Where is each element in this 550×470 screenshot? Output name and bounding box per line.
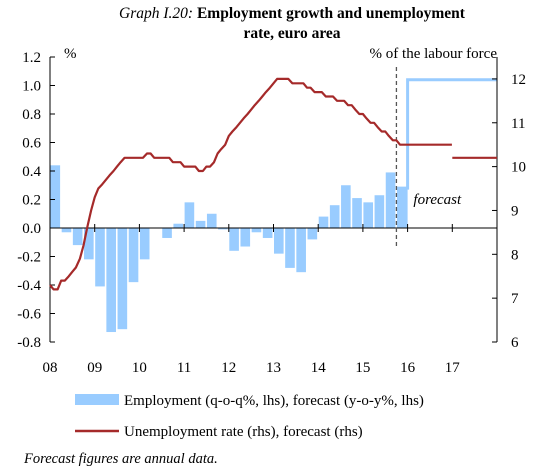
employment-bar [206,213,217,228]
x-tick-label: 08 [43,360,58,376]
left-tick-label: -0.8 [17,335,41,351]
x-tick-label: 14 [311,360,327,376]
employment-bar [285,228,295,268]
left-tick-label: 1.0 [22,79,41,95]
employment-bar [329,205,340,228]
x-tick-label: 10 [132,360,147,376]
legend-swatch-employment [75,394,119,405]
employment-bar [184,202,195,228]
legend: Employment (q-o-q%, lhs), forecast (y-o-… [75,393,424,440]
right-tick-label: 9 [511,203,519,219]
employment-bar [195,220,206,228]
right-tick-label: 8 [511,247,519,263]
x-tick-label: 13 [266,360,281,376]
right-tick-label: 10 [511,160,526,176]
left-axis-unit: % [64,46,77,62]
employment-bar [128,228,139,283]
left-tick-label: 1.2 [22,50,41,66]
employment-bar [139,228,150,260]
employment-bar [173,223,184,228]
employment-bar [218,228,228,230]
legend-label-employment: Employment (q-o-q%, lhs), forecast (y-o-… [124,393,424,409]
employment-bar [262,228,273,238]
x-tick-label: 16 [400,360,416,376]
employment-forecast-bar-2016 [396,188,408,228]
x-tick-label: 15 [355,360,370,376]
footnote: Forecast figures are annual data. [24,451,218,467]
employment-bar [72,228,83,246]
employment-bar [84,228,94,260]
right-tick-label: 11 [511,116,525,132]
right-tick-label: 6 [511,335,519,351]
left-tick-label: 0.8 [22,107,41,123]
employment-bar [229,228,239,251]
right-axis-unit: % of the labour force [370,46,498,62]
employment-forecast-line [396,78,497,190]
employment-bar [352,198,362,228]
employment-bar [296,228,306,273]
employment-bar [307,228,318,240]
employment-bar [341,185,351,228]
chart-title-line2: rate, euro area [243,25,340,42]
plot-area: -0.8 -0.6 -0.4 -0.2 0.0 0.2 0.4 0.6 0.8 1.0 1.2 6 7 8… [17,50,526,376]
employment-bar [95,228,105,287]
right-tick-label: 12 [511,72,526,88]
unemployment-line [49,77,452,291]
employment-bar [251,228,262,233]
employment-bar [374,195,385,228]
left-tick-label: 0.2 [22,193,41,209]
chart-title-prefix: Graph I.20: [119,5,193,22]
employment-bar [318,216,329,228]
right-tick-label: 7 [511,291,519,307]
employment-bar [106,228,116,333]
employment-bar [61,228,72,233]
x-tick-label: 12 [221,360,236,376]
x-tick-label: 17 [445,360,461,376]
left-tick-label: -0.6 [17,307,41,323]
x-tick-label: 11 [177,360,191,376]
svg-text:Graph I.20: Employment g: Graph I.20: Employment growth and unempl… [119,5,466,22]
employment-bar [117,228,128,330]
left-tick-label: -0.4 [17,278,41,294]
employment-bar [240,228,251,247]
employment-bar [50,165,61,228]
chart-title: Graph I.20: Employment growth and unempl… [119,5,466,42]
chart-title-line1: Employment growth and unemployment [197,5,466,22]
left-tick-label: -0.2 [17,250,41,266]
legend-label-unemployment: Unemployment rate (rhs), forecast (rhs) [124,424,363,440]
employment-bar [274,228,284,254]
employment-bar [385,172,396,228]
left-tick-label: 0.0 [22,221,41,237]
employment-bar [162,228,172,238]
employment-bar [363,202,374,228]
left-tick-label: 0.6 [22,136,41,152]
x-tick-label: 09 [87,360,102,376]
forecast-label: forecast [413,192,462,208]
left-tick-label: 0.4 [22,164,41,180]
